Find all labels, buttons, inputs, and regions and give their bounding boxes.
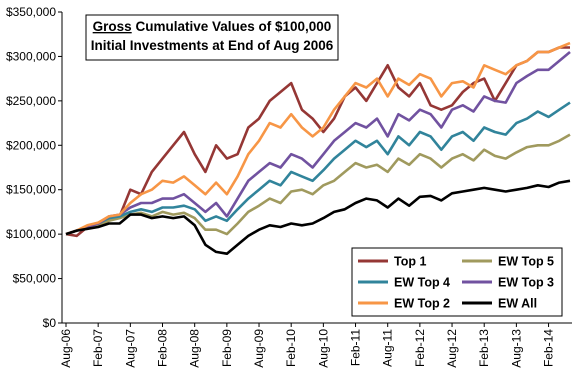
chart-title: Gross Cumulative Values of $100,000 (93, 19, 332, 34)
x-tick-label: Feb-13 (477, 329, 491, 367)
legend-label: EW Top 4 (394, 276, 450, 290)
x-tick-label: Aug-07 (123, 329, 137, 368)
legend-label: EW All (498, 297, 537, 311)
x-tick-label: Aug-09 (252, 329, 266, 368)
series-line (65, 46, 570, 238)
x-tick-label: Aug-12 (445, 329, 459, 368)
chart-title: Initial Investments at End of Aug 2006 (91, 38, 334, 53)
y-tick-label: $350,000 (6, 5, 56, 19)
y-tick-label: $250,000 (6, 94, 56, 108)
title-line: Cumulative Values of $100,000 (135, 19, 331, 34)
x-tick-label: Feb-11 (349, 329, 363, 366)
series-line (65, 51, 571, 236)
x-tick-label: Aug-08 (188, 329, 202, 368)
x-tick-label: Feb-10 (284, 329, 298, 367)
x-tick-label: Feb-14 (542, 329, 556, 367)
x-tick-label: Feb-12 (413, 329, 427, 367)
legend-label: EW Top 3 (498, 276, 554, 290)
title-emphasis: Gross (93, 19, 132, 34)
x-tick-label: Aug-11 (381, 329, 395, 367)
x-tick-label: Aug-06 (59, 329, 73, 368)
plot-area: $0 $50,000 $100,000 $150,000 $200,000 $250,00… (6, 5, 572, 368)
legend-label: EW Top 2 (394, 297, 450, 311)
x-tick-label: Aug-13 (509, 329, 523, 368)
x-tick-label: Feb-07 (91, 329, 105, 367)
x-tick-label: Aug-10 (316, 329, 330, 368)
title-box (85, 14, 339, 61)
y-tick-label: $200,000 (6, 138, 56, 152)
legend-label: EW Top 5 (498, 255, 554, 269)
y-tick-label: $0 (43, 316, 57, 330)
y-tick-label: $100,000 (6, 227, 56, 241)
x-tick-label: Feb-08 (156, 329, 170, 367)
legend-label: Top 1 (394, 255, 426, 269)
series-line (65, 41, 571, 236)
y-tick-label: $300,000 (6, 49, 56, 63)
series-line (65, 101, 571, 236)
series-line (65, 133, 571, 236)
y-tick-label: $150,000 (6, 183, 56, 197)
series-line (65, 179, 571, 255)
y-tick-label: $50,000 (13, 272, 57, 286)
x-tick-label: Feb-09 (220, 329, 234, 367)
